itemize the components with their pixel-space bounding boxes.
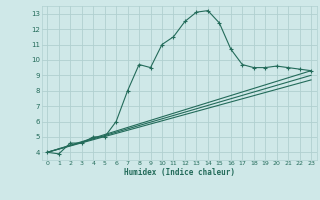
X-axis label: Humidex (Indice chaleur): Humidex (Indice chaleur): [124, 168, 235, 177]
